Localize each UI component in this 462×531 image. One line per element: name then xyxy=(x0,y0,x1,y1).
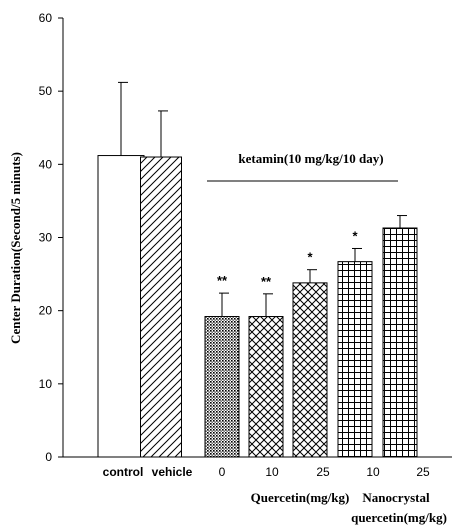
significance-marker: * xyxy=(307,250,313,265)
nanocrystal-group-label-line2: quercetin(mg/kg) xyxy=(351,510,447,525)
bars-group: control vehicle ** 0 ** 10 * 25 * 10 25 xyxy=(97,81,430,479)
ketamin-annotation: ketamin(10 mg/kg/10 day) xyxy=(238,151,383,166)
y-tick-label: 30 xyxy=(39,231,53,245)
y-tick-label: 60 xyxy=(39,11,53,25)
y-tick-label: 10 xyxy=(39,377,53,391)
bar xyxy=(97,155,145,458)
bar xyxy=(337,261,373,458)
nanocrystal-group-label-line1: Nanocrystal xyxy=(362,490,430,505)
bar xyxy=(292,282,328,458)
bar xyxy=(204,316,240,458)
x-tick-label: control xyxy=(103,465,144,479)
y-tick-label: 50 xyxy=(39,84,53,98)
x-tick-label: 0 xyxy=(219,465,226,479)
x-tick-label: 25 xyxy=(416,465,430,479)
x-tick-label: 10 xyxy=(265,465,279,479)
bar xyxy=(140,156,182,458)
y-tick-label: 0 xyxy=(45,450,52,464)
significance-marker: ** xyxy=(217,273,228,288)
x-tick-label: vehicle xyxy=(152,465,193,479)
x-tick-label: 25 xyxy=(316,465,330,479)
x-tick-label: 10 xyxy=(366,465,380,479)
quercetin-group-label: Quercetin(mg/kg) xyxy=(251,490,350,505)
significance-marker: ** xyxy=(261,274,272,289)
y-tick-label: 20 xyxy=(39,304,53,318)
bar xyxy=(382,227,418,458)
y-tick-label: 40 xyxy=(39,157,53,171)
bar xyxy=(248,316,284,458)
y-axis-label: Center Duration(Second/5 minuts) xyxy=(8,152,23,344)
significance-marker: * xyxy=(352,228,358,243)
